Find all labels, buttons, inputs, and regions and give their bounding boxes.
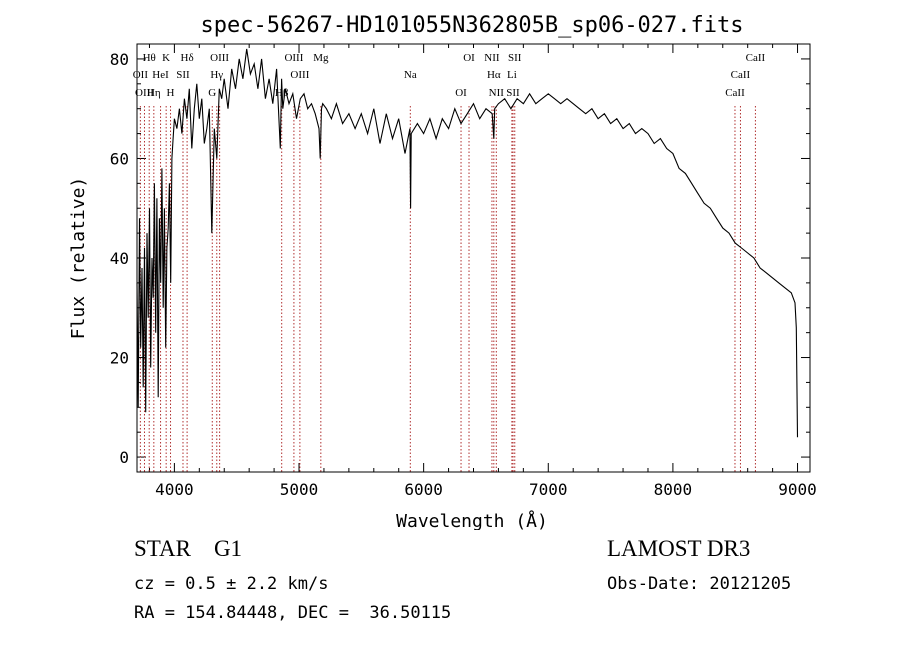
line-id-label: NII bbox=[484, 52, 500, 64]
plot-frame bbox=[136, 43, 811, 473]
x-tick-labels: 4000 5000 6000 7000 8000 9000 bbox=[155, 480, 817, 499]
line-id-label: OII bbox=[133, 69, 149, 81]
y-tick-label: 0 bbox=[119, 448, 129, 467]
x-tick-label: 5000 bbox=[280, 480, 319, 499]
line-id-label: K bbox=[162, 52, 170, 64]
line-id-label: OIII bbox=[210, 52, 229, 64]
line-id-labels: HθOIIOIIIKHeIHηHδSIIHOIIIHγGOIIIOIIIHβMg… bbox=[133, 52, 766, 99]
x-tick-label: 6000 bbox=[404, 480, 443, 499]
spectrum-line bbox=[136, 48, 799, 438]
spectrum-chart: spec-56267-HD101055N362805B_sp06-027.fit… bbox=[68, 13, 817, 530]
x-tick-label: 4000 bbox=[155, 480, 194, 499]
y-tick-label: 60 bbox=[110, 149, 129, 168]
line-id-label: G bbox=[208, 87, 216, 99]
line-id-label: H bbox=[167, 87, 175, 99]
y-tick-label: 80 bbox=[110, 50, 129, 69]
line-id-label: CaII bbox=[725, 87, 745, 99]
survey-name: LAMOST DR3 bbox=[607, 536, 751, 561]
line-id-label: CaII bbox=[746, 52, 766, 64]
line-id-label: OIII bbox=[135, 87, 154, 99]
line-id-label: OI bbox=[463, 52, 475, 64]
y-tick-labels: 0 20 40 60 80 bbox=[110, 50, 129, 467]
line-id-label: Mg bbox=[313, 52, 329, 64]
redshift-value: cz = 0.5 ± 2.2 km/s bbox=[134, 574, 329, 594]
x-tick-label: 7000 bbox=[529, 480, 568, 499]
line-id-label: CaII bbox=[731, 69, 751, 81]
line-id-label: Hη bbox=[147, 87, 161, 99]
observation-date: Obs-Date: 20121205 bbox=[607, 574, 792, 594]
spectral-class: STAR G1 bbox=[134, 536, 243, 561]
line-id-label: Hδ bbox=[181, 52, 194, 64]
line-id-label: Na bbox=[404, 69, 417, 81]
line-id-label: HeI bbox=[152, 69, 169, 81]
line-id-label: SII bbox=[506, 87, 520, 99]
x-axis-label: Wavelength (Å) bbox=[396, 510, 548, 530]
line-id-label: Hγ bbox=[210, 69, 223, 81]
coordinates: RA = 154.84448, DEC = 36.50115 bbox=[134, 603, 452, 623]
axis-ticks bbox=[137, 44, 810, 472]
y-tick-label: 40 bbox=[110, 249, 129, 268]
line-id-label: SII bbox=[176, 69, 190, 81]
line-id-label: SII bbox=[508, 52, 522, 64]
line-id-label: OIII bbox=[290, 69, 309, 81]
chart-title: spec-56267-HD101055N362805B_sp06-027.fit… bbox=[200, 13, 743, 38]
line-id-label: NII bbox=[489, 87, 505, 99]
x-tick-label: 9000 bbox=[778, 480, 817, 499]
y-tick-label: 20 bbox=[110, 349, 129, 368]
line-id-label: Hθ bbox=[143, 52, 156, 64]
line-id-label: Li bbox=[507, 69, 517, 81]
line-id-label: OI bbox=[455, 87, 467, 99]
y-axis-label: Flux (relative) bbox=[68, 177, 89, 340]
line-id-markers bbox=[139, 106, 756, 472]
x-tick-label: 8000 bbox=[654, 480, 693, 499]
line-id-label: Hα bbox=[487, 69, 501, 81]
line-id-label: OIII bbox=[284, 52, 303, 64]
